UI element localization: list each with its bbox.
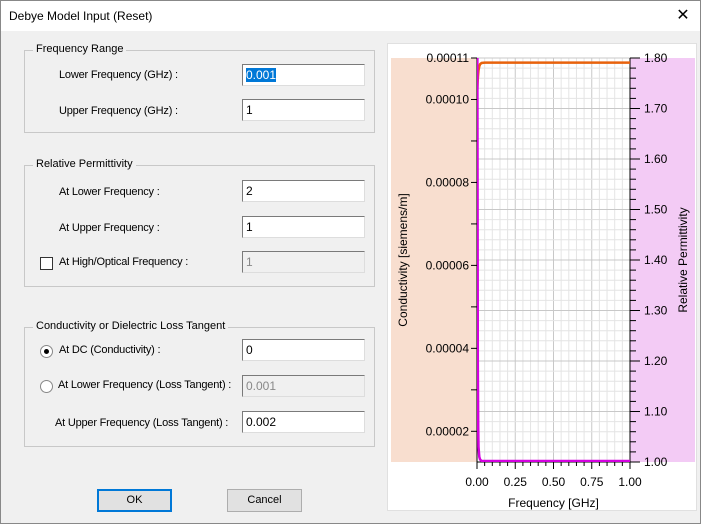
x-tick-label: 1.00 <box>618 475 642 489</box>
right-tick-label: 1.80 <box>644 51 668 65</box>
x-tick-label: 0.25 <box>504 475 528 489</box>
upper-loss-tangent-input[interactable]: 0.002 <box>242 411 365 433</box>
lower-loss-tangent-radio[interactable] <box>40 380 53 393</box>
x-tick-label: 0.50 <box>542 475 566 489</box>
ok-button[interactable]: OK <box>97 489 172 512</box>
right-axis-label: Relative Permittivity <box>676 207 690 312</box>
permittivity-high-input[interactable]: 1 <box>242 251 365 273</box>
dc-conductivity-input[interactable]: 0 <box>242 339 365 361</box>
left-tick-label: 0.00002 <box>426 424 470 438</box>
right-axis-band <box>630 58 695 462</box>
lower-frequency-label: Lower Frequency (GHz) : <box>59 69 178 81</box>
left-tick-label: 0.00004 <box>426 341 470 355</box>
group-title: Frequency Range <box>33 43 127 55</box>
right-tick-label: 1.50 <box>644 203 668 217</box>
left-axis-label: Conductivity [siemens/m] <box>396 193 410 326</box>
permittivity-high-label: At High/Optical Frequency : <box>59 256 189 268</box>
right-tick-label: 1.40 <box>644 253 668 267</box>
high-frequency-checkbox[interactable] <box>40 257 53 270</box>
x-tick-label: 0.00 <box>465 475 489 489</box>
lower-loss-tangent-label: At Lower Frequency (Loss Tangent) : <box>58 379 232 391</box>
cancel-button[interactable]: Cancel <box>227 489 302 512</box>
left-tick-label: 0.00011 <box>427 51 470 65</box>
group-title: Conductivity or Dielectric Loss Tangent <box>33 320 229 332</box>
upper-frequency-label: Upper Frequency (GHz) : <box>59 105 178 117</box>
left-tick-label: 0.00008 <box>426 175 470 189</box>
title-bar: Debye Model Input (Reset) ✕ <box>1 1 700 31</box>
left-tick-label: 0.00010 <box>426 92 470 106</box>
lower-frequency-input[interactable]: 0.001 <box>242 64 365 86</box>
selected-text: 0.001 <box>246 68 277 82</box>
conductivity-group: Conductivity or Dielectric Loss Tangent … <box>24 320 375 447</box>
left-tick-label: 0.00006 <box>426 258 470 272</box>
x-axis-label: Frequency [GHz] <box>508 496 599 510</box>
relative-permittivity-group: Relative Permittivity At Lower Frequency… <box>24 158 375 287</box>
right-tick-label: 1.30 <box>644 304 668 318</box>
chart-panel: 0.00 0.25 0.50 0.75 1.00 0.00002 0.00004 0.0000… <box>387 43 697 511</box>
permittivity-lower-input[interactable]: 2 <box>242 180 365 202</box>
group-title: Relative Permittivity <box>33 158 136 170</box>
dc-conductivity-radio[interactable] <box>40 345 53 358</box>
frequency-range-group: Frequency Range Lower Frequency (GHz) : … <box>24 43 375 133</box>
x-tick-label: 0.75 <box>580 475 604 489</box>
permittivity-upper-input[interactable]: 1 <box>242 216 365 238</box>
right-tick-label: 1.70 <box>644 102 668 116</box>
close-icon[interactable]: ✕ <box>676 7 690 24</box>
window-title: Debye Model Input (Reset) <box>9 9 153 23</box>
upper-loss-tangent-label: At Upper Frequency (Loss Tangent) : <box>55 417 229 429</box>
right-tick-label: 1.60 <box>644 152 668 166</box>
upper-frequency-input[interactable]: 1 <box>242 99 365 121</box>
left-axis-band <box>391 58 477 462</box>
right-tick-label: 1.00 <box>644 455 668 469</box>
debye-chart: 0.00 0.25 0.50 0.75 1.00 0.00002 0.00004 0.0000… <box>391 51 695 510</box>
lower-loss-tangent-input[interactable]: 0.001 <box>242 375 365 397</box>
right-tick-label: 1.10 <box>644 405 668 419</box>
permittivity-lower-label: At Lower Frequency : <box>59 186 160 198</box>
permittivity-upper-label: At Upper Frequency : <box>59 222 160 234</box>
right-tick-label: 1.20 <box>644 354 668 368</box>
permittivity-series-line <box>477 58 630 462</box>
dc-conductivity-label: At DC (Conductivity) : <box>59 344 161 356</box>
